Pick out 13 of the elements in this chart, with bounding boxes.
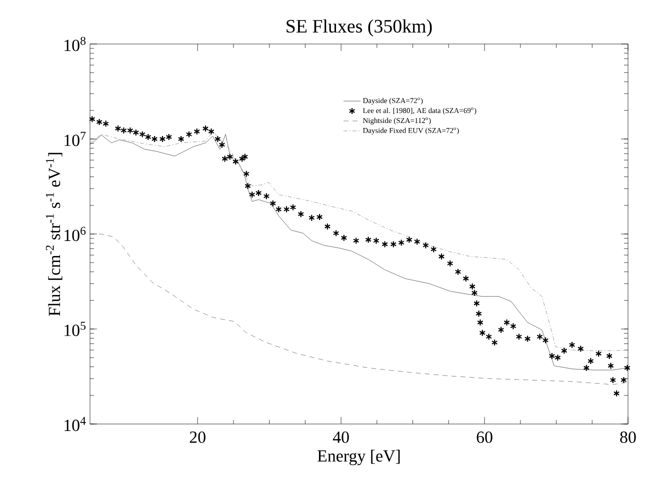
y-tick-label: 10$^{6}$ bbox=[64, 226, 86, 242]
x-tick-label: 60 bbox=[476, 432, 492, 443]
x-axis-title: Energy [eV] bbox=[318, 450, 400, 466]
line-series bbox=[90, 234, 628, 385]
chart-title: SE Fluxes (350km) bbox=[286, 19, 432, 36]
x-tick-label: 20 bbox=[190, 432, 206, 443]
y-tick-label: 10$^{4}$ bbox=[64, 416, 86, 432]
x-tick-label: 80 bbox=[620, 432, 636, 443]
text: Flux [cm$^{-2}$ str$^{-1}$ s$^{-1}$ eV$^{-1}$] bbox=[46, 152, 62, 316]
y-tick-label: 10$^{8}$ bbox=[64, 36, 86, 52]
x-tick-label: 40 bbox=[332, 432, 349, 443]
y-tick-label: 10$^{5}$ bbox=[64, 322, 86, 336]
y-tick-label: 10$^{7}$ bbox=[64, 132, 86, 146]
